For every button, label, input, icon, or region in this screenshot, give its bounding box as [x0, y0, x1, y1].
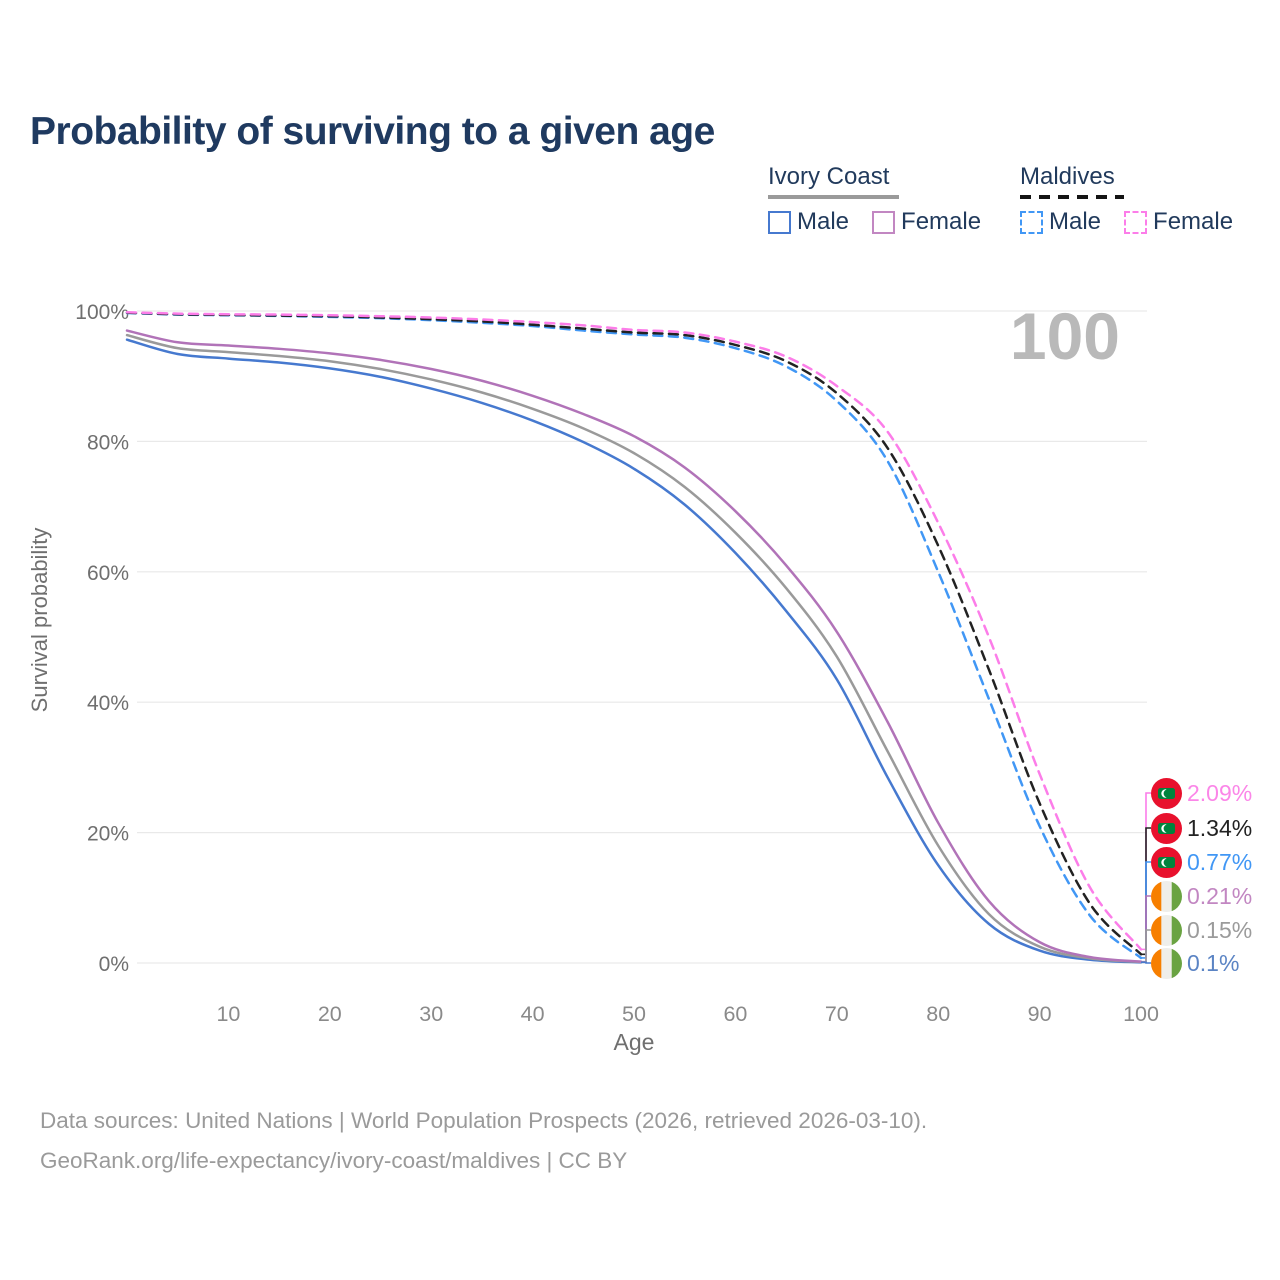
- legend-item-ivory-coast-female[interactable]: Female: [872, 208, 981, 236]
- legend-group-maldives: Maldives Male Female: [1020, 163, 1233, 236]
- legend-item-label[interactable]: Male: [1049, 208, 1102, 235]
- series-line-ivory-coast-female[interactable]: [125, 329, 1143, 963]
- legend-dashed-line-sample: [1020, 195, 1124, 199]
- end-label-connector-ivory-coast-male: [1141, 961, 1151, 964]
- x-tick-label: 100: [1123, 1002, 1159, 1026]
- x-tick-label: 80: [926, 1002, 950, 1026]
- legend-group-title: Ivory Coast: [768, 163, 890, 190]
- maldives-flag-icon: [1151, 777, 1182, 809]
- legend-item-label[interactable]: Female: [901, 208, 982, 235]
- end-label-ivory-coast-both: 0.15%: [1151, 913, 1252, 947]
- series-line-ivory-coast-male[interactable]: [125, 338, 1143, 964]
- x-tick-label: 60: [723, 1002, 747, 1026]
- y-tick-label: 40%: [87, 692, 129, 715]
- legend-item-label[interactable]: Male: [797, 208, 850, 235]
- ivory-coast-flag-icon: [1151, 880, 1182, 912]
- x-axis-title: Age: [614, 1029, 655, 1055]
- y-tick-label: 80%: [87, 431, 129, 454]
- legend-group-ivory-coast: Ivory Coast Male Female: [768, 163, 981, 236]
- end-label-value: 2.09%: [1187, 779, 1253, 806]
- x-tick-label: 10: [216, 1002, 240, 1026]
- legend-item-maldives-female[interactable]: Female: [1124, 208, 1233, 236]
- series-line-maldives-male[interactable]: [125, 311, 1143, 960]
- legend-swatch-ivory-coast-female[interactable]: [872, 210, 896, 234]
- legend-group-title: Maldives: [1020, 163, 1115, 190]
- series-line-maldives-both[interactable]: [125, 311, 1143, 956]
- series-line-maldives-female[interactable]: [125, 311, 1143, 951]
- x-tick-label: 30: [419, 1002, 443, 1026]
- end-label-value: 0.21%: [1187, 882, 1253, 909]
- legend-item-maldives-male[interactable]: Male: [1020, 208, 1101, 236]
- end-label-ivory-coast-male: 0.1%: [1151, 946, 1239, 980]
- ivory-coast-flag-icon: [1151, 947, 1182, 979]
- x-tick-label: 90: [1028, 1002, 1052, 1026]
- end-label-value: 0.1%: [1187, 949, 1240, 976]
- end-label-maldives-male: 0.77%: [1151, 845, 1252, 879]
- legend-swatch-maldives-male[interactable]: [1020, 210, 1043, 234]
- x-tick-label: 50: [622, 1002, 646, 1026]
- maldives-flag-icon: [1151, 812, 1182, 844]
- series-line-ivory-coast-both[interactable]: [125, 333, 1143, 964]
- x-tick-label: 40: [521, 1002, 545, 1026]
- legend-item-label[interactable]: Female: [1153, 208, 1234, 235]
- x-tick-label: 70: [825, 1002, 849, 1026]
- page-title: Probability of surviving to a given age: [30, 110, 715, 154]
- ivory-coast-flag-icon: [1151, 914, 1182, 946]
- y-tick-label: 60%: [87, 562, 129, 585]
- y-tick-label: 0%: [99, 953, 129, 976]
- end-label-value: 0.15%: [1187, 916, 1253, 943]
- legend-swatch-ivory-coast-male[interactable]: [768, 210, 791, 234]
- y-tick-label: 100%: [75, 301, 129, 324]
- legend-item-ivory-coast-male[interactable]: Male: [768, 208, 849, 236]
- y-tick-label: 20%: [87, 823, 129, 846]
- data-sources-line: Data sources: United Nations | World Pop…: [40, 1108, 928, 1133]
- end-label-ivory-coast-female: 0.21%: [1151, 879, 1252, 913]
- attribution-line: GeoRank.org/life-expectancy/ivory-coast/…: [40, 1148, 628, 1173]
- hovered-age-watermark: 100: [1009, 299, 1120, 373]
- y-axis-title: Survival probability: [27, 528, 52, 713]
- maldives-flag-icon: [1151, 846, 1182, 878]
- end-label-maldives-female: 2.09%: [1151, 776, 1252, 810]
- end-label-value: 0.77%: [1187, 848, 1253, 875]
- legend-swatch-maldives-female[interactable]: [1124, 210, 1148, 234]
- end-label-value: 1.34%: [1187, 814, 1253, 841]
- end-label-maldives-both: 1.34%: [1151, 811, 1252, 845]
- x-tick-label: 20: [318, 1002, 342, 1026]
- legend-solid-line-sample: [768, 195, 899, 199]
